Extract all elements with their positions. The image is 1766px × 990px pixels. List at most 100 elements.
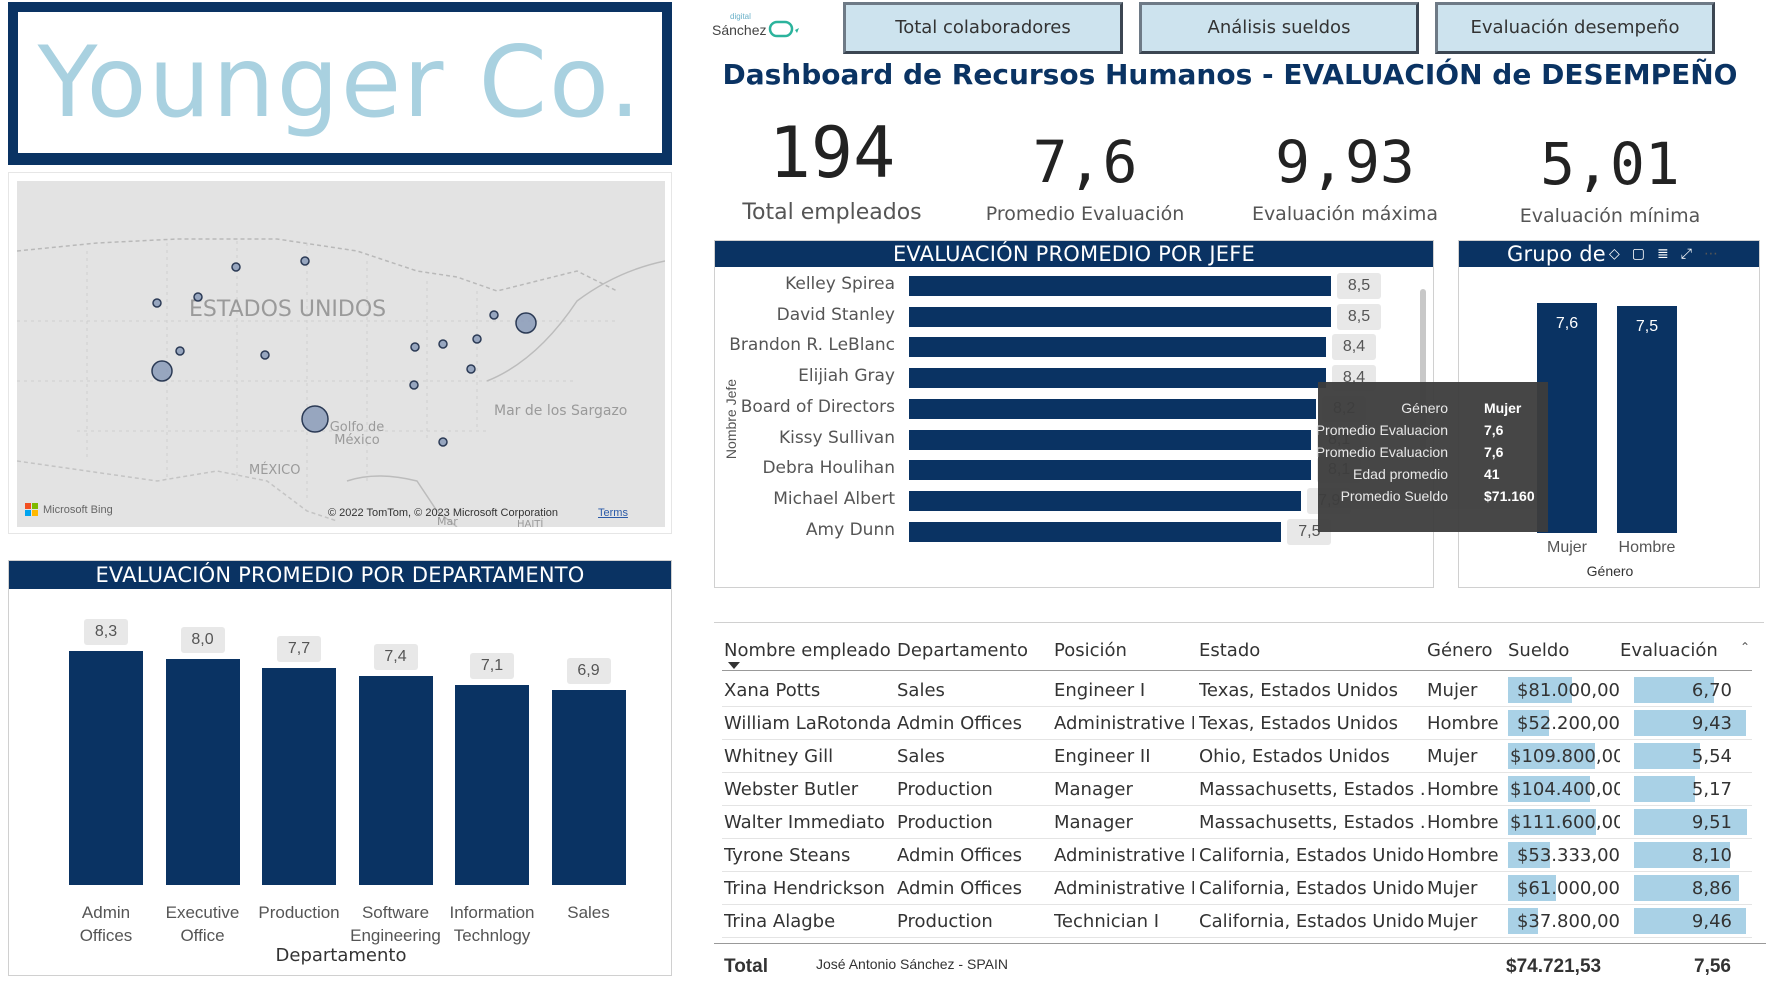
dept-plot-area: 8,3 Admin Offices 8,0 Executive Office 7,7 Prod… [9,561,673,977]
table-cell: Admin Offices [897,713,1023,734]
gender-bar-label: 7,5 [1635,318,1659,336]
dept-bar-label: 6,9 [566,658,611,685]
total-label: Total [724,956,768,977]
dept-x-axis-title: Departamento [275,945,407,966]
table-cell: Hombre [1427,845,1499,866]
jefe-scrollbar[interactable] [1420,289,1426,459]
table-cell: 8,86 [1691,878,1732,899]
dept-eval-chart[interactable]: EVALUACIÓN PROMEDIO POR DEPARTAMENTO 8,3… [8,560,672,976]
more-options-icon[interactable]: ⋯ [1703,245,1718,261]
map-country-label: ESTADOS UNIDOS [189,297,387,322]
table-row[interactable]: Trina Alagbe Production Technician I Califo… [722,905,1752,938]
tooltip-key: Edad promedio [1353,466,1448,482]
table-cell: Hombre [1427,812,1499,833]
pin-icon[interactable]: ◇ [1609,245,1620,261]
evaluacion-databar [1634,875,1740,901]
dept-bar-label: 7,7 [277,635,321,662]
jefe-name-label: Kissy Sullivan [778,427,895,448]
focus-mode-icon[interactable]: ⤢ [1680,245,1692,261]
jefe-bar[interactable] [909,521,1282,542]
dept-chart-title: EVALUACIÓN PROMEDIO POR DEPARTAMENTO [9,561,671,589]
sort-desc-icon[interactable] [728,662,740,670]
jefe-name-label: Michael Albert [773,488,895,509]
nav-total-colaboradores-button[interactable]: Total colaboradores [843,2,1123,54]
dept-bar[interactable] [262,667,336,885]
map-canvas[interactable]: ESTADOS UNIDOS Mar de los Sargazo Golfo … [17,181,665,527]
table-cell: $81.000,00 [1516,680,1620,701]
table-cell: Admin Offices [897,878,1023,899]
table-cell: $52.200,00 [1516,713,1620,734]
dept-bar[interactable] [69,651,143,885]
evaluacion-databar [1634,710,1747,736]
nav-evaluacion-desempeno-button[interactable]: Evaluación desempeño [1435,2,1715,54]
table-row[interactable]: Tyrone Steans Admin Offices Administrative… [722,839,1752,872]
table-cell: Production [897,812,993,833]
bing-logo: Microsoft Bing [25,503,113,517]
table-row[interactable]: Walter Immediato Production Manager Massach… [722,806,1752,839]
jefe-name-label: Board of Directors [740,396,895,417]
table-cell: Sales [897,680,945,701]
scroll-up-icon[interactable]: ⌃ [1740,640,1751,654]
dept-bar[interactable] [455,684,529,885]
table-row[interactable]: Trina Hendrickson Admin Offices Administra… [722,872,1752,905]
kpi-minima-label: Evaluación mínima [1519,205,1701,227]
table-cell: $111.600,00 [1510,812,1620,833]
table-row[interactable]: Xana Potts Sales Engineer I Texas, Estados … [722,674,1752,707]
table-row[interactable]: William LaRotonda Admin Offices Administra… [722,707,1752,740]
jefe-bar[interactable] [909,460,1312,481]
jefe-bar-label: 8,5 [1337,273,1381,299]
table-cell: $37.800,00 [1516,911,1620,932]
nav-analisis-sueldos-button[interactable]: Análisis sueldos [1139,2,1419,54]
jefe-bar[interactable] [909,276,1331,296]
dept-x-tick: Sales [541,901,637,924]
table-cell: Manager [1054,812,1133,833]
table-cell: Manager [1054,779,1133,800]
sueldo-databar [1508,908,1538,934]
visual-header-toolbar: ◇ ▢ ≣ ⤢ ⋯ [1609,245,1718,262]
jefe-bar[interactable] [909,398,1317,419]
table-cell: 5,17 [1691,779,1732,800]
tooltip-value: $71.160 [1484,488,1535,504]
table-row[interactable]: Webster Butler Production Manager Massachus… [722,773,1752,806]
th-nombre[interactable]: Nombre empleado [724,640,891,661]
jefe-bar[interactable] [909,337,1327,358]
jefe-bar[interactable] [909,368,1327,389]
dept-bar[interactable] [358,676,433,885]
map-terms-link[interactable]: Terms [598,507,628,519]
brand-logo: digital Sánchez [708,12,808,44]
table-cell: Administrative II [1054,845,1194,866]
table-cell: Engineer II [1054,746,1151,767]
th-genero[interactable]: Género [1427,640,1493,661]
copy-icon[interactable]: ▢ [1631,245,1646,261]
th-estado[interactable]: Estado [1199,640,1261,661]
kpi-promedio-label: Promedio Evaluación [985,203,1185,225]
gender-bar[interactable] [1617,306,1677,533]
table-cell: $109.800,00 [1510,746,1620,767]
table-cell: Mujer [1427,911,1478,932]
employee-location-map[interactable]: ESTADOS UNIDOS Mar de los Sargazo Golfo … [8,172,672,534]
th-departamento[interactable]: Departamento [897,640,1028,661]
table-cell: Xana Potts [724,680,821,701]
filter-icon[interactable]: ≣ [1657,245,1669,261]
kpi-minima-value: 5,01 [1540,130,1680,198]
gender-chart-title: Grupo de [1459,241,1759,267]
jefe-eval-chart[interactable]: EVALUACIÓN PROMEDIO POR JEFE Kelley Spir… [714,240,1434,588]
sueldo-databar [1508,875,1557,901]
th-posicion[interactable]: Posición [1054,640,1127,661]
tooltip-value: 7,6 [1484,444,1504,460]
table-cell: Administrative II [1054,878,1194,899]
jefe-bar[interactable] [909,306,1331,327]
jefe-bar[interactable] [909,490,1302,511]
evaluacion-databar [1634,776,1696,802]
dept-bar[interactable] [551,690,626,885]
table-row[interactable]: Whitney Gill Sales Engineer II Ohio, Estado… [722,740,1752,773]
table-cell: Production [897,779,993,800]
table-cell: Engineer I [1054,680,1146,701]
th-evaluacion[interactable]: Evaluación [1620,640,1718,661]
table-cell: $61.000,00 [1516,878,1620,899]
dept-x-tick: Software Engineering [348,901,444,947]
th-sueldo[interactable]: Sueldo [1508,640,1570,661]
dept-bar[interactable] [165,659,240,885]
jefe-bar[interactable] [909,429,1312,450]
company-logo-frame: Younger Co. [18,12,662,153]
